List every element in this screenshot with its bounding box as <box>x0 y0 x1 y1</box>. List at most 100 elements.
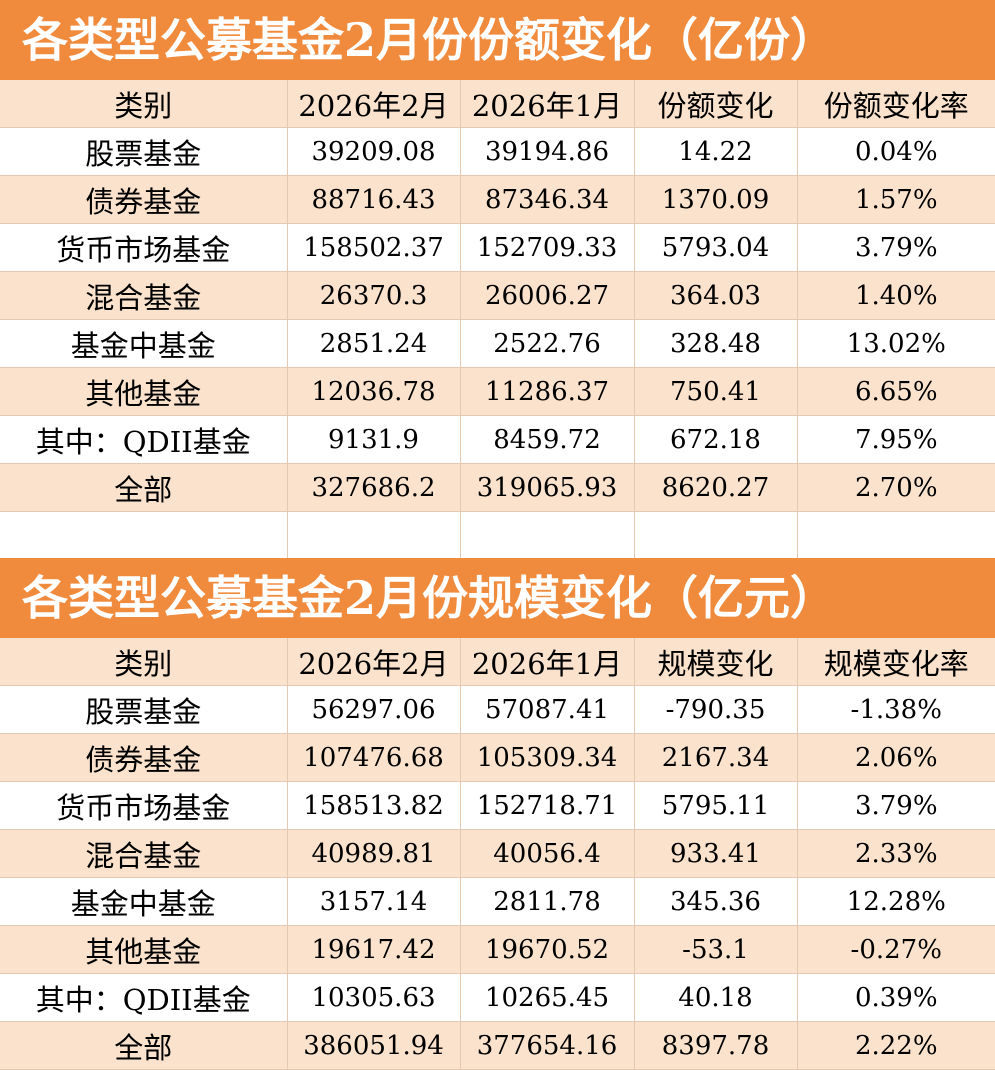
value-cell: 39209.08 <box>287 127 461 176</box>
value-cell: 12036.78 <box>287 367 461 416</box>
category-cell: 股票基金 <box>0 685 288 734</box>
value-cell: 19670.52 <box>460 925 635 974</box>
category-cell: 股票基金 <box>0 127 288 176</box>
value-cell: 319065.93 <box>460 463 635 512</box>
value-cell: 107476.68 <box>287 733 461 782</box>
value-cell: 8397.78 <box>634 1021 798 1070</box>
value-cell: 40056.4 <box>460 829 635 878</box>
table-row: 混合基金 40989.81 40056.4 933.41 2.33% <box>0 829 995 878</box>
value-cell: 3.79% <box>797 781 995 830</box>
value-cell: 1.57% <box>797 175 995 224</box>
category-cell: 债券基金 <box>0 733 288 782</box>
table2-title: 各类型公募基金2月份规模变化（亿元） <box>0 558 995 638</box>
category-cell: 混合基金 <box>0 829 288 878</box>
value-cell: 57087.41 <box>460 685 635 734</box>
table-row: 其他基金 19617.42 19670.52 -53.1 -0.27% <box>0 925 995 974</box>
value-cell: 88716.43 <box>287 175 461 224</box>
value-cell: -790.35 <box>634 685 798 734</box>
table-row: 股票基金 39209.08 39194.86 14.22 0.04% <box>0 127 995 176</box>
value-cell: 3157.14 <box>287 877 461 926</box>
value-cell: 1370.09 <box>634 175 798 224</box>
value-cell: 933.41 <box>634 829 798 878</box>
table-row: 其中：QDII基金 9131.9 8459.72 672.18 7.95% <box>0 415 995 464</box>
column-header: 2026年2月 <box>287 638 461 686</box>
value-cell: 11286.37 <box>460 367 635 416</box>
value-cell: 364.03 <box>634 271 798 320</box>
value-cell: 2.22% <box>797 1021 995 1070</box>
value-cell: 14.22 <box>634 127 798 176</box>
value-cell: 386051.94 <box>287 1021 461 1070</box>
column-header: 类别 <box>0 80 288 128</box>
value-cell: 328.48 <box>634 319 798 368</box>
category-cell: 其他基金 <box>0 925 288 974</box>
category-cell: 货币市场基金 <box>0 781 288 830</box>
category-cell: 其中：QDII基金 <box>0 415 288 464</box>
value-cell: 345.36 <box>634 877 798 926</box>
value-cell: 105309.34 <box>460 733 635 782</box>
table1: 类别 2026年2月 2026年1月 份额变化 份额变化率 股票基金 39209.08 391… <box>0 80 995 512</box>
table-row: 货币市场基金 158513.82 152718.71 5795.11 3.79% <box>0 781 995 830</box>
value-cell: 12.28% <box>797 877 995 926</box>
value-cell: 39194.86 <box>460 127 635 176</box>
value-cell: 40989.81 <box>287 829 461 878</box>
column-header: 2026年1月 <box>460 638 635 686</box>
value-cell: 327686.2 <box>287 463 461 512</box>
value-cell: 2811.78 <box>460 877 635 926</box>
value-cell: 26006.27 <box>460 271 635 320</box>
value-cell: 40.18 <box>634 973 798 1022</box>
value-cell: 8459.72 <box>460 415 635 464</box>
value-cell: 5795.11 <box>634 781 798 830</box>
column-header: 类别 <box>0 638 288 686</box>
value-cell: 750.41 <box>634 367 798 416</box>
value-cell: 0.04% <box>797 127 995 176</box>
value-cell: 5793.04 <box>634 223 798 272</box>
value-cell: 9131.9 <box>287 415 461 464</box>
table-row: 基金中基金 2851.24 2522.76 328.48 13.02% <box>0 319 995 368</box>
value-cell: 2.70% <box>797 463 995 512</box>
value-cell: -53.1 <box>634 925 798 974</box>
value-cell: 2522.76 <box>460 319 635 368</box>
table2: 类别 2026年2月 2026年1月 规模变化 规模变化率 股票基金 56297.06 570… <box>0 638 995 1070</box>
table-row: 全部 386051.94 377654.16 8397.78 2.22% <box>0 1021 995 1070</box>
header-row: 类别 2026年2月 2026年1月 规模变化 规模变化率 <box>0 638 995 686</box>
table-row: 其中：QDII基金 10305.63 10265.45 40.18 0.39% <box>0 973 995 1022</box>
value-cell: 2167.34 <box>634 733 798 782</box>
value-cell: 13.02% <box>797 319 995 368</box>
value-cell: 8620.27 <box>634 463 798 512</box>
category-cell: 债券基金 <box>0 175 288 224</box>
column-header: 份额变化 <box>634 80 798 128</box>
value-cell: 1.40% <box>797 271 995 320</box>
column-header: 份额变化率 <box>797 80 995 128</box>
value-cell: 158513.82 <box>287 781 461 830</box>
category-cell: 其他基金 <box>0 367 288 416</box>
value-cell: 6.65% <box>797 367 995 416</box>
category-cell: 全部 <box>0 1021 288 1070</box>
category-cell: 基金中基金 <box>0 877 288 926</box>
value-cell: 152709.33 <box>460 223 635 272</box>
value-cell: 10305.63 <box>287 973 461 1022</box>
value-cell: 158502.37 <box>287 223 461 272</box>
spacer-row <box>0 512 995 559</box>
category-cell: 基金中基金 <box>0 319 288 368</box>
value-cell: 10265.45 <box>460 973 635 1022</box>
header-row: 类别 2026年2月 2026年1月 份额变化 份额变化率 <box>0 80 995 128</box>
table-row: 股票基金 56297.06 57087.41 -790.35 -1.38% <box>0 685 995 734</box>
value-cell: 377654.16 <box>460 1021 635 1070</box>
column-header: 2026年2月 <box>287 80 461 128</box>
column-header: 规模变化率 <box>797 638 995 686</box>
table-row: 其他基金 12036.78 11286.37 750.41 6.65% <box>0 367 995 416</box>
value-cell: 26370.3 <box>287 271 461 320</box>
table1-title: 各类型公募基金2月份份额变化（亿份） <box>0 0 995 80</box>
spacer <box>0 512 995 559</box>
value-cell: 2.06% <box>797 733 995 782</box>
value-cell: 152718.71 <box>460 781 635 830</box>
value-cell: -1.38% <box>797 685 995 734</box>
value-cell: -0.27% <box>797 925 995 974</box>
table-row: 货币市场基金 158502.37 152709.33 5793.04 3.79% <box>0 223 995 272</box>
category-cell: 其中：QDII基金 <box>0 973 288 1022</box>
value-cell: 87346.34 <box>460 175 635 224</box>
column-header: 2026年1月 <box>460 80 635 128</box>
table-row: 全部 327686.2 319065.93 8620.27 2.70% <box>0 463 995 512</box>
category-cell: 混合基金 <box>0 271 288 320</box>
